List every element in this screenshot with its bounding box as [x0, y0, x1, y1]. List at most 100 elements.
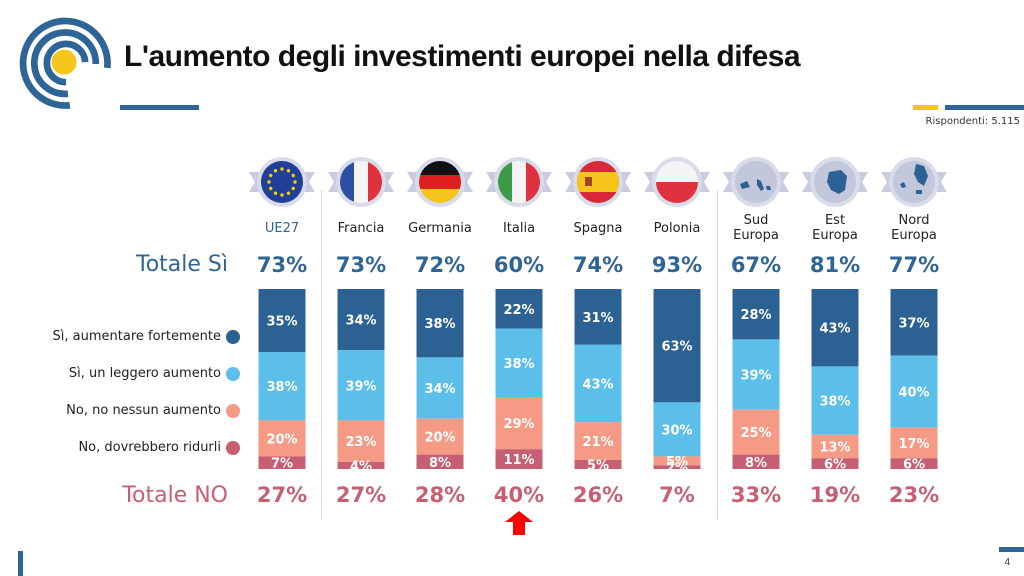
bar-segment	[811, 289, 859, 367]
category-label-line: Est	[824, 213, 846, 228]
bar-segment-label: 43%	[582, 378, 613, 393]
highlight-arrow-icon	[505, 511, 533, 535]
bar-segment-label: 35%	[266, 315, 297, 330]
bar-segment	[811, 458, 859, 469]
total-no-value: 19%	[809, 483, 861, 507]
total-no-value: 27%	[256, 483, 308, 507]
bar-segment	[811, 366, 859, 435]
bar-segment-label: 6%	[824, 458, 846, 473]
total-yes-value: 67%	[730, 253, 782, 277]
category-label: Sud Europa	[711, 213, 801, 243]
legend-dot-icon	[226, 441, 240, 455]
spain-flag-icon	[565, 157, 631, 207]
total-yes-value: 60%	[493, 253, 545, 277]
legend-item-reduce: No, dovrebbero ridurli	[0, 439, 240, 457]
bar-segment-label: 4%	[350, 459, 372, 474]
bar-segment-label: 40%	[898, 386, 929, 401]
bar-segment	[890, 289, 938, 356]
bar-segment	[890, 355, 938, 428]
france-flag-icon	[328, 157, 394, 207]
bar-segment	[890, 427, 938, 459]
bar-segment-label: 22%	[503, 303, 534, 318]
category-label: Est Europa	[790, 213, 880, 243]
bar-segment	[337, 461, 385, 469]
bar-segment	[495, 328, 543, 397]
bar-segment-label: 38%	[266, 380, 297, 395]
page-number: 4	[1004, 557, 1010, 568]
bar-segment	[811, 434, 859, 459]
legend-dot-icon	[226, 330, 240, 344]
bar-segment	[416, 418, 464, 455]
bar-segment-label: 8%	[745, 456, 767, 471]
legend-label: No, no nessun aumento	[66, 403, 221, 418]
bar-segment-label: 17%	[898, 437, 929, 452]
page-title: L'aumento degli investimenti europei nel…	[124, 40, 801, 73]
bar-segment	[416, 454, 464, 469]
bar-segment	[337, 289, 385, 351]
total-no-value: 26%	[572, 483, 624, 507]
bar-segment-label: 43%	[819, 322, 850, 337]
bar-segment	[574, 460, 622, 469]
bar-segment	[653, 465, 701, 469]
category-label: Spagna	[573, 221, 623, 236]
bar-segment-label: 2%	[666, 461, 688, 476]
category-label: Polonia	[653, 221, 701, 236]
bar-segment-label: 11%	[503, 453, 534, 468]
bar-segment	[416, 357, 464, 419]
legend-label: Sì, aumentare fortemente	[52, 329, 221, 344]
bar-segment-label: 30%	[661, 423, 692, 438]
bar-segment	[337, 420, 385, 462]
legend-label: Sì, un leggero aumento	[68, 366, 221, 381]
decor-bar-blue	[945, 105, 1024, 110]
bar-segment	[574, 344, 622, 423]
bar-segment-label: 31%	[582, 311, 613, 326]
germany-flag-icon	[407, 157, 473, 207]
bar-segment	[258, 289, 306, 352]
bar-segment	[495, 397, 543, 450]
bar-segment	[337, 350, 385, 421]
poland-flag-icon	[644, 157, 710, 207]
total-yes-value: 73%	[256, 253, 308, 277]
bar-segment	[732, 339, 780, 410]
bar-segment	[653, 289, 701, 403]
column-divider	[321, 190, 322, 520]
bar-segment-label: 63%	[661, 340, 692, 355]
italy-flag-icon	[486, 157, 552, 207]
bar-segment-label: 7%	[271, 457, 293, 472]
east-europe-map-icon	[802, 157, 868, 207]
bar-segment	[258, 352, 306, 421]
bar-segment-label: 38%	[819, 395, 850, 410]
bar-segment	[653, 402, 701, 457]
bar-segment	[653, 456, 701, 466]
total-no-value: 28%	[414, 483, 466, 507]
bar-segment-label: 13%	[819, 441, 850, 456]
page-number-bar	[999, 547, 1024, 552]
category-label-line: Europa	[812, 228, 858, 243]
total-no-value: 40%	[493, 483, 545, 507]
bar-segment-label: 25%	[740, 426, 771, 441]
decor-bar-yellow	[913, 105, 938, 110]
legend-item-strong-increase: Sì, aumentare fortemente	[0, 328, 240, 346]
bar-segment-label: 21%	[582, 435, 613, 450]
legend-dot-icon	[226, 367, 240, 381]
bar-segment-label: 23%	[345, 435, 376, 450]
bar-segment-label: 34%	[424, 382, 455, 397]
total-yes-value: 72%	[414, 253, 466, 277]
bar-segment-label: 29%	[503, 417, 534, 432]
category-label: Francia	[337, 221, 385, 236]
category-label: Italia	[502, 221, 536, 236]
bar-segment-label: 8%	[429, 456, 451, 471]
bar-segment	[732, 454, 780, 469]
title-underline	[120, 105, 199, 110]
bar-segment-label: 37%	[898, 316, 929, 331]
column-divider	[717, 190, 718, 520]
bar-segment-label: 38%	[424, 317, 455, 332]
total-no-value: 23%	[888, 483, 940, 507]
total-yes-value: 77%	[888, 253, 940, 277]
legend-dot-icon	[226, 404, 240, 418]
legend-label: No, dovrebbero ridurli	[78, 440, 221, 455]
bar-segment-label: 6%	[903, 458, 925, 473]
total-no-value: 27%	[335, 483, 387, 507]
total-yes-value: 93%	[651, 253, 703, 277]
